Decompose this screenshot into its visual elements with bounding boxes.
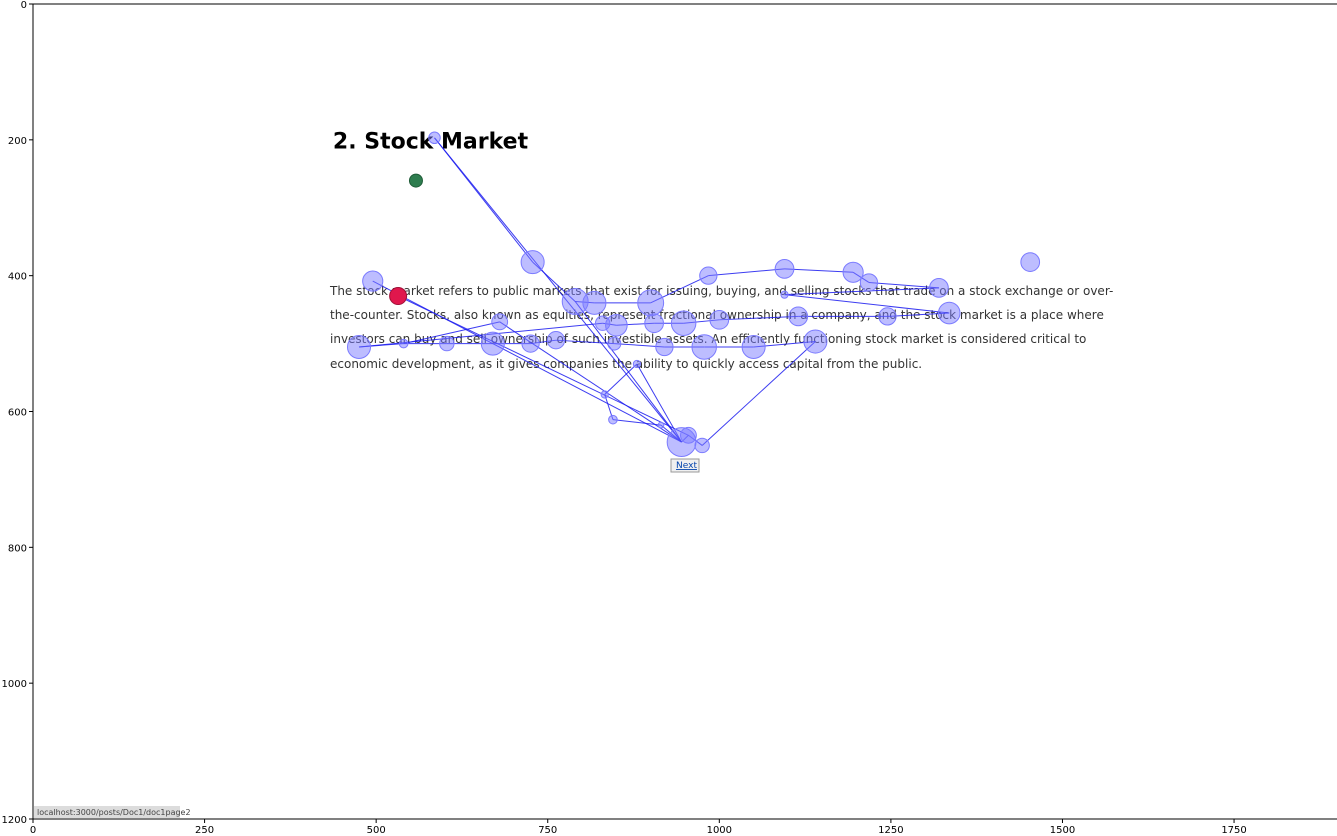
- fixation-point: [546, 331, 566, 350]
- fixation-point: [398, 338, 409, 349]
- y-tick-label: 1000: [2, 679, 27, 690]
- fixation-point: [439, 335, 455, 352]
- saccade-line: [555, 339, 615, 345]
- end-point: [389, 287, 408, 306]
- page-screenshot: 2. Stock Market The stock market refers …: [34, 130, 1113, 818]
- saccade-line: [719, 315, 799, 321]
- saccade-line: [708, 268, 785, 277]
- fixation-point: [788, 306, 809, 327]
- y-tick-label: 400: [8, 272, 27, 283]
- x-tick-label: 0: [30, 825, 36, 836]
- fixation-point: [937, 301, 961, 325]
- fixation-point: [521, 334, 540, 353]
- fixation-point: [1020, 252, 1041, 272]
- saccade-line: [372, 280, 682, 443]
- fixation-point: [774, 259, 795, 279]
- fixation-point: [842, 261, 864, 283]
- fixation-point: [699, 266, 718, 285]
- x-tick-label: 1000: [707, 825, 732, 836]
- status-bar: [34, 806, 180, 818]
- fixation-point: [691, 334, 717, 360]
- fixation-point: [428, 131, 441, 145]
- next-button[interactable]: [670, 458, 700, 473]
- fixation-points: [346, 131, 1041, 457]
- fixation-point: [362, 270, 384, 292]
- y-tick-label: 600: [8, 408, 27, 419]
- status-url: localhost:3000/posts/Doc1/doc1page2: [37, 808, 191, 817]
- fixation-point: [480, 331, 505, 356]
- fixation-point: [878, 307, 897, 326]
- y-tick-label: 200: [8, 136, 27, 147]
- fixation-point: [608, 414, 618, 425]
- fixation-point: [741, 334, 766, 359]
- fixation-point: [670, 310, 697, 336]
- endpoint-markers: [389, 173, 423, 306]
- fixation-point: [803, 329, 828, 354]
- fixation-point: [582, 290, 607, 315]
- fixation-point: [780, 290, 789, 299]
- fixation-point: [694, 437, 710, 454]
- saccade-line: [868, 281, 939, 289]
- y-tick-label: 1200: [2, 815, 27, 826]
- fixation-point: [644, 313, 664, 334]
- body-line-4: economic development, as it gives compan…: [330, 357, 922, 371]
- x-tick-label: 750: [538, 825, 557, 836]
- x-tick-label: 1250: [878, 825, 903, 836]
- saccade-line: [784, 287, 939, 296]
- y-tick-label: 800: [8, 543, 27, 554]
- next-link[interactable]: Next: [676, 461, 697, 471]
- saccade-line: [784, 294, 950, 314]
- saccade-line: [574, 301, 682, 443]
- saccade-line: [403, 321, 500, 345]
- x-tick-label: 500: [367, 825, 386, 836]
- saccade-line: [636, 363, 683, 443]
- x-tick-label: 250: [195, 825, 214, 836]
- fixation-point: [929, 278, 949, 298]
- fixation-point: [709, 309, 730, 330]
- fixation-point: [637, 289, 665, 317]
- saccade-line: [612, 419, 662, 426]
- start-point: [408, 173, 423, 188]
- body-line-1: The stock market refers to public market…: [329, 284, 1113, 298]
- x-tick-label: 1750: [1221, 825, 1246, 836]
- saccade-line: [397, 295, 689, 436]
- fixation-point: [657, 421, 665, 429]
- saccade-line: [701, 341, 816, 446]
- fixation-point: [680, 426, 697, 444]
- fixation-point: [520, 250, 545, 275]
- fixation-point: [491, 313, 509, 331]
- saccade-line: [434, 137, 682, 443]
- saccade-line: [784, 268, 854, 273]
- x-tick-label: 1500: [1050, 825, 1075, 836]
- saccade-line: [604, 363, 638, 395]
- fixation-point: [859, 273, 879, 292]
- fixation-point: [632, 359, 642, 369]
- fixation-point: [655, 337, 674, 357]
- fixation-point: [594, 315, 611, 331]
- y-tick-label: 0: [21, 0, 27, 11]
- fixation-point: [607, 336, 622, 351]
- fixation-point: [346, 334, 372, 359]
- fixation-point: [600, 390, 609, 399]
